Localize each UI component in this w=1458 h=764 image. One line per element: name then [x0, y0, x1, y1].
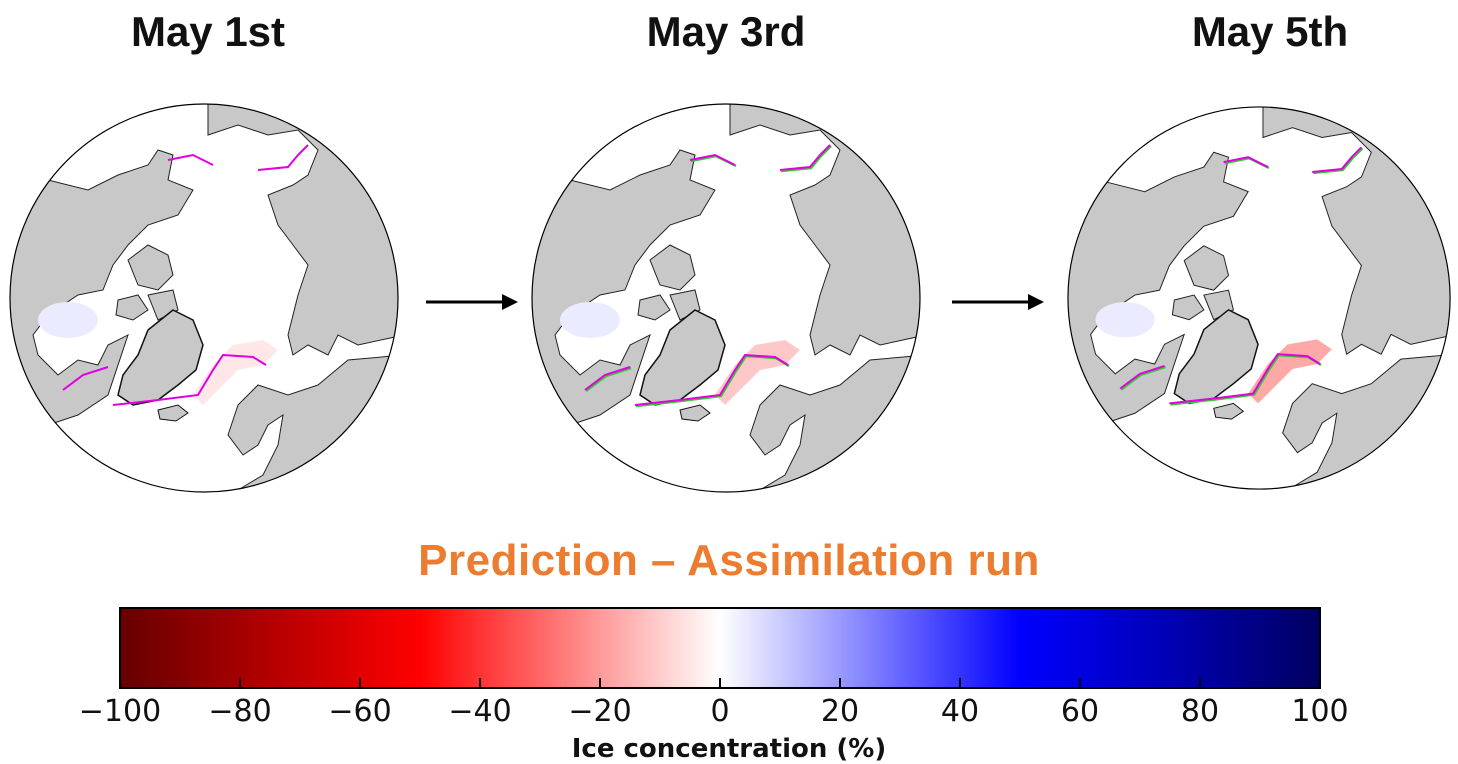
colorbar-tick-label: −80: [208, 694, 272, 729]
panel-title-may-3: May 3rd: [646, 8, 806, 55]
panel-title-may-1: May 1st: [130, 8, 286, 55]
colorbar-tick-label: −100: [78, 694, 162, 729]
ice-edge-assimilation: [1120, 365, 1166, 391]
colorbar-tick-label: −60: [328, 694, 392, 729]
ice-edge-prediction: [689, 153, 736, 166]
hudson-bay: [1095, 301, 1155, 338]
map-border: [531, 103, 921, 493]
arrow-icon: [952, 294, 1044, 310]
landmass-greenland: [117, 309, 204, 406]
ice-edge-prediction: [257, 144, 309, 171]
landmass-archipelago: [115, 244, 179, 321]
ice-edge-prediction: [779, 144, 831, 171]
landmass-iceland: [1213, 402, 1245, 420]
map-border: [9, 103, 399, 493]
landmass-greenland: [1173, 308, 1259, 405]
colorbar-tick-label: 40: [940, 694, 980, 729]
landmass-north-america: [1067, 151, 1249, 434]
anomaly-band: [715, 340, 800, 405]
arrow-icon: [426, 294, 518, 310]
colorbar-tick-label: 60: [1060, 694, 1100, 729]
colorbar-tick-label: 80: [1180, 694, 1220, 729]
ice-edge-assimilation: [780, 145, 832, 173]
landmass-north-america: [10, 149, 194, 436]
ice-edge-prediction: [584, 366, 631, 391]
colorbar-tick-label: 100: [1291, 694, 1349, 729]
landmass-iceland: [157, 404, 189, 422]
anomaly-band: [193, 340, 278, 405]
landmass-archipelago: [1171, 245, 1234, 321]
landmass-north-america: [532, 149, 716, 436]
landmass-archipelago: [637, 244, 701, 321]
colorbar-label: Ice concentration (%): [571, 734, 887, 764]
anomaly-band: [1248, 339, 1332, 404]
hudson-bay: [560, 302, 620, 338]
arctic-map-may-5: [1067, 106, 1451, 490]
landmass-iceland: [679, 404, 711, 422]
ice-edge-prediction: [62, 366, 109, 391]
hudson-bay: [38, 302, 98, 338]
arctic-map-may-3: [531, 103, 921, 493]
panel-title-may-5: May 5th: [1191, 8, 1349, 55]
ice-edge-prediction: [1312, 146, 1363, 173]
main-title: Prediction – Assimilation run: [418, 536, 1040, 585]
ice-edge-prediction: [1119, 365, 1165, 390]
ice-edge-assimilation: [585, 366, 632, 392]
colorbar-tick-label: −40: [448, 694, 512, 729]
colorbar-tick-label: 20: [820, 694, 860, 729]
ice-edge-assimilation: [1313, 147, 1364, 175]
ice-edge-prediction: [1169, 353, 1321, 405]
colorbar-tick-label: −20: [568, 694, 632, 729]
landmass-greenland: [639, 309, 726, 406]
ice-edge-prediction: [634, 353, 789, 406]
ice-edge-prediction: [112, 353, 267, 406]
colorbar: [119, 607, 1321, 689]
colorbar-tick-label: 0: [710, 694, 730, 729]
map-border: [1067, 106, 1451, 490]
arctic-map-may-1: [9, 103, 399, 493]
ice-edge-prediction: [167, 153, 214, 166]
ice-edge-prediction: [1223, 156, 1269, 168]
